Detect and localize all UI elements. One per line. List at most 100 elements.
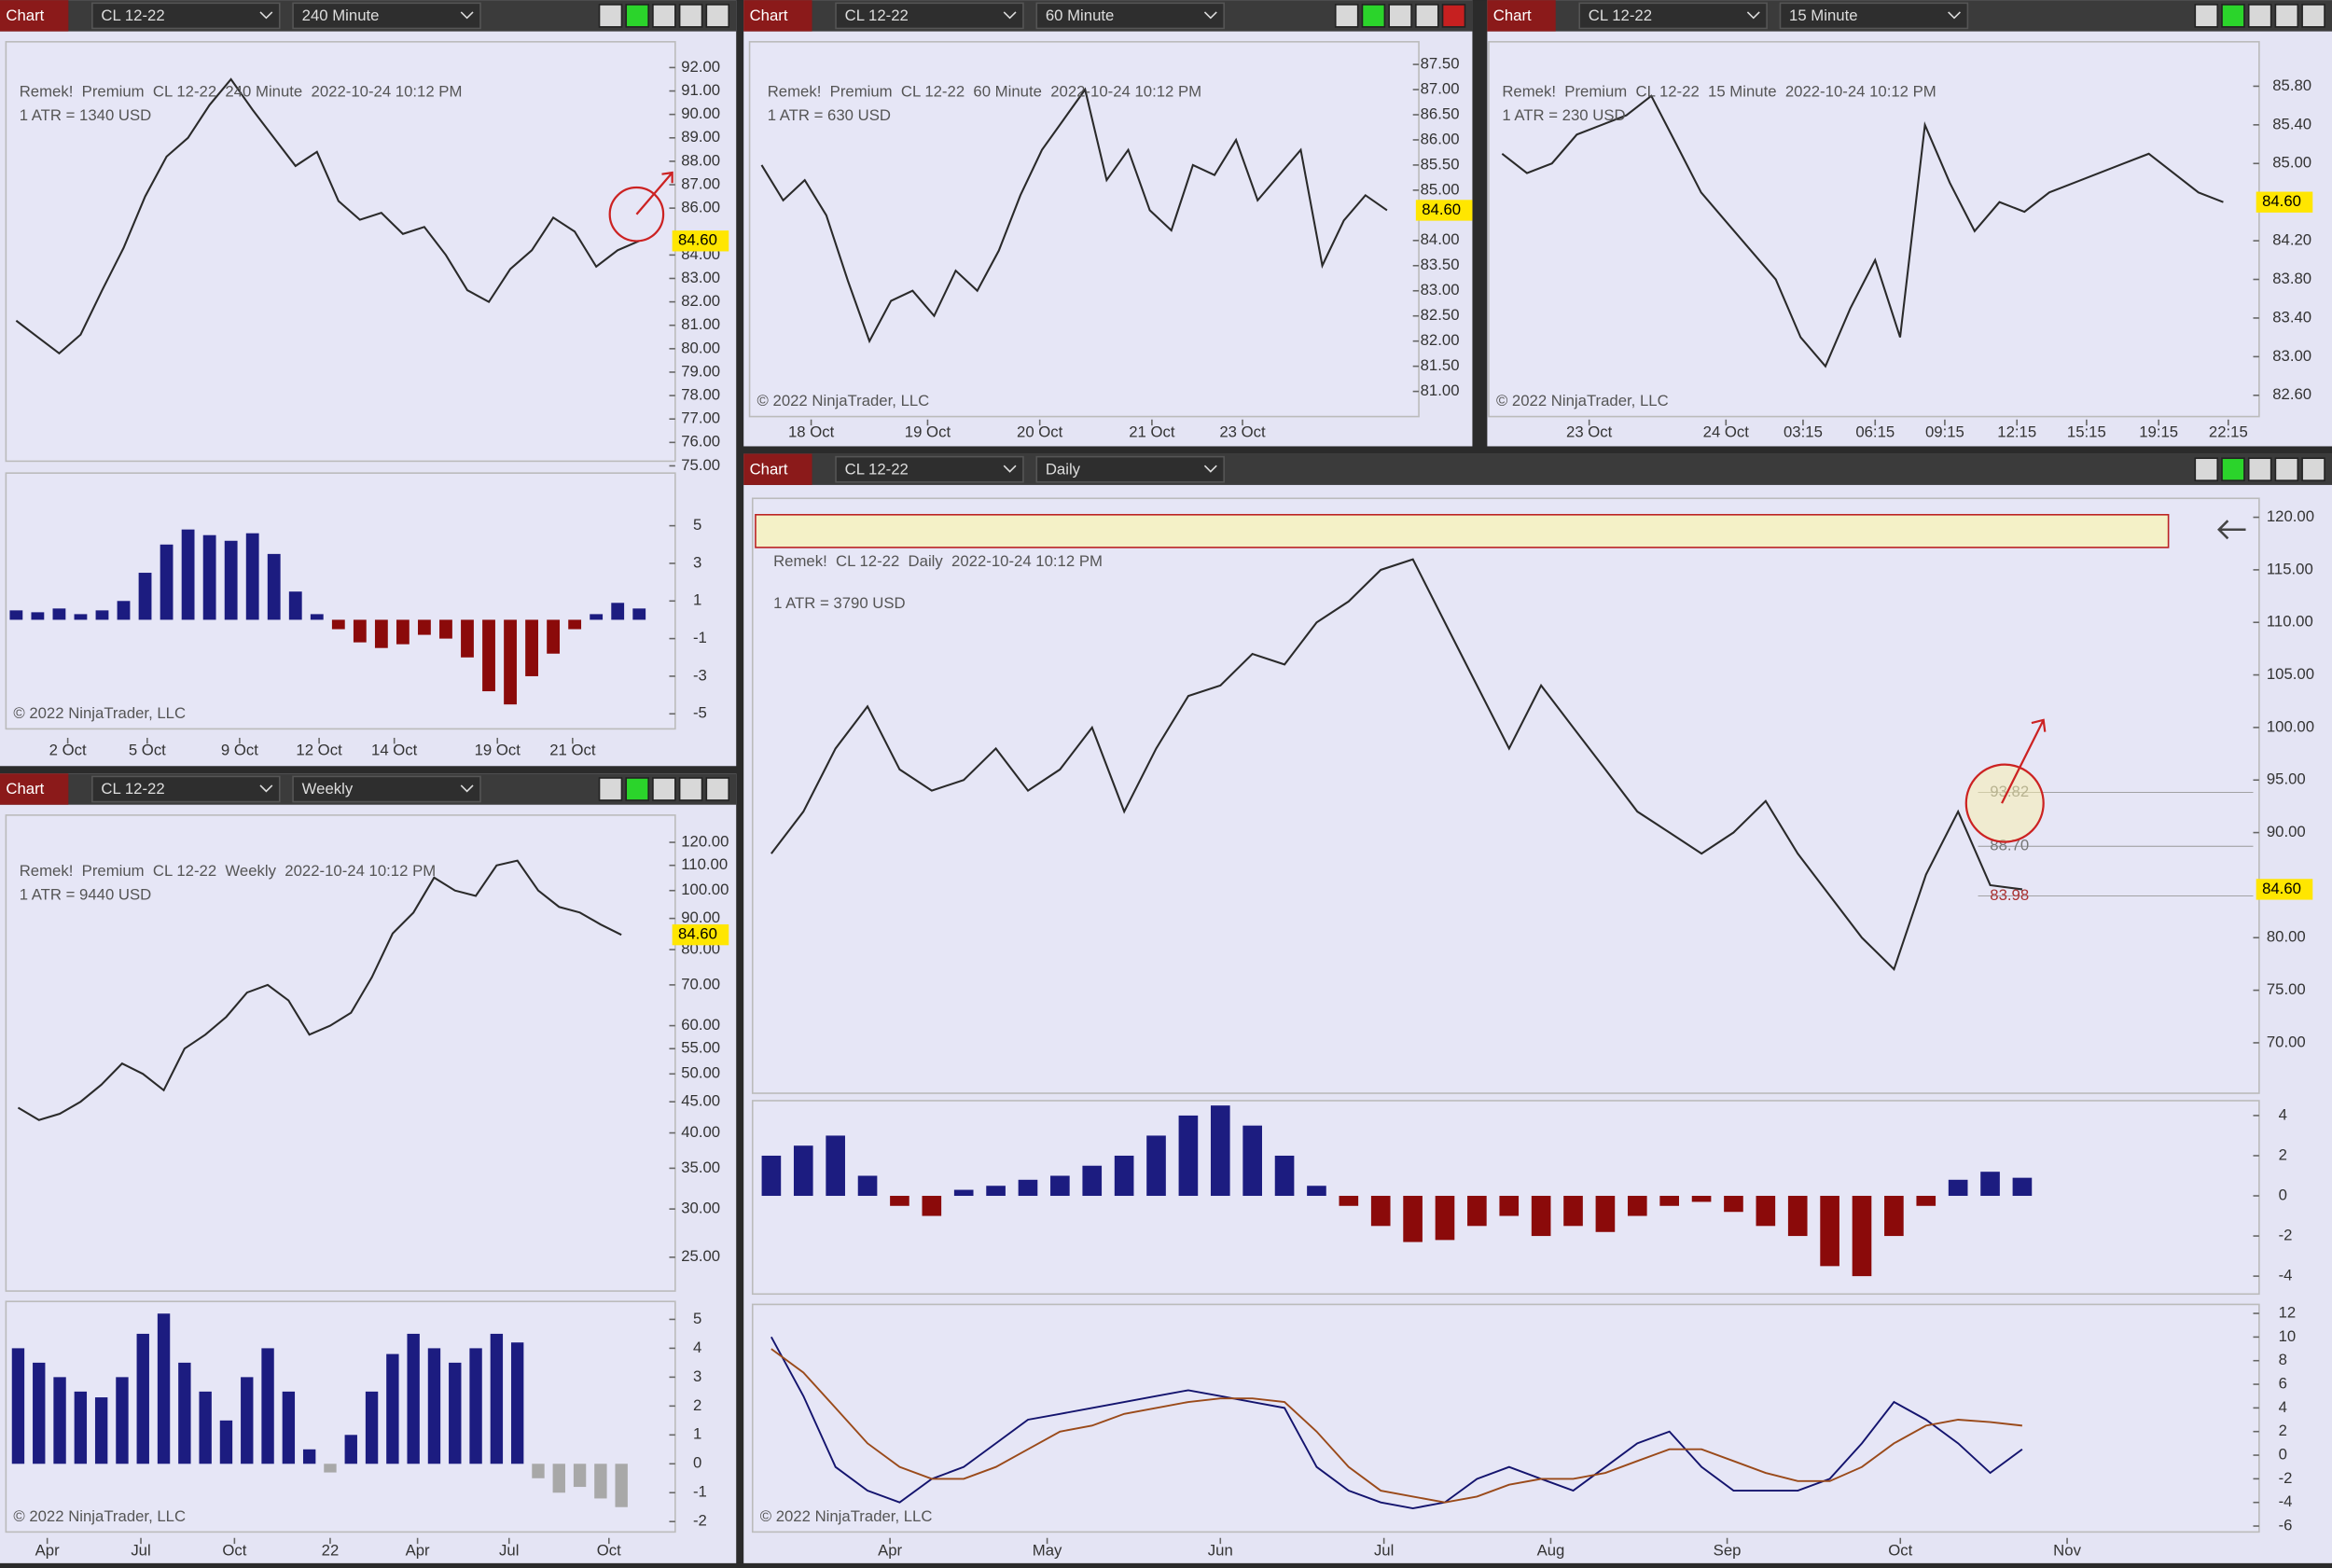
window-button[interactable] xyxy=(625,777,649,801)
histogram-bar xyxy=(1499,1196,1520,1216)
last-price-label: 84.60 xyxy=(2262,192,2301,210)
y-tick-label: 70.00 xyxy=(681,975,720,992)
histogram-bar xyxy=(1339,1196,1359,1206)
x-tick-label: 22 xyxy=(322,1542,340,1560)
window-button[interactable] xyxy=(2301,457,2325,481)
y-tick-label: 85.40 xyxy=(2272,115,2311,132)
window-button[interactable] xyxy=(2301,4,2325,28)
copyright: © 2022 NinjaTrader, LLC xyxy=(13,1507,186,1525)
y-tick-label: 70.00 xyxy=(2267,1033,2306,1050)
histogram-bar xyxy=(532,1464,545,1478)
window-button[interactable] xyxy=(2247,4,2272,28)
chart-tab[interactable] xyxy=(743,453,812,485)
y-tick-label: 2 xyxy=(2279,1422,2287,1439)
window-button[interactable] xyxy=(705,777,730,801)
histogram-bar xyxy=(504,619,517,705)
dropdown-arrow xyxy=(259,784,273,793)
window-button[interactable] xyxy=(705,4,730,28)
histogram-bar xyxy=(1820,1196,1839,1267)
chart-tab[interactable] xyxy=(0,0,69,32)
window-button[interactable] xyxy=(1441,4,1466,28)
y-tick-label: 87.00 xyxy=(681,174,720,192)
histogram-bar xyxy=(552,1464,565,1493)
interval-select[interactable] xyxy=(1035,455,1225,483)
instrument-select[interactable] xyxy=(91,775,281,803)
y-tick-label: 82.00 xyxy=(1421,331,1460,349)
window-button[interactable] xyxy=(2194,457,2219,481)
window-button[interactable] xyxy=(625,4,649,28)
window-button[interactable] xyxy=(652,777,676,801)
price-line xyxy=(17,859,622,1121)
window-button[interactable] xyxy=(2194,4,2219,28)
histogram-bar xyxy=(11,1348,25,1464)
chart-tab[interactable] xyxy=(1487,0,1556,32)
window-button[interactable] xyxy=(1334,4,1359,28)
histogram-bar xyxy=(365,1391,379,1464)
window-button[interactable] xyxy=(598,777,623,801)
histogram-bar xyxy=(1242,1125,1262,1197)
price-line xyxy=(15,77,640,355)
interval-select[interactable] xyxy=(1779,2,1969,30)
histogram-bar xyxy=(482,619,495,692)
window-button[interactable] xyxy=(598,4,623,28)
window-button[interactable] xyxy=(2221,4,2245,28)
histogram-bar xyxy=(241,1377,254,1464)
window-button[interactable] xyxy=(652,4,676,28)
interval-select[interactable] xyxy=(292,2,481,30)
instrument-select[interactable] xyxy=(835,455,1024,483)
annotation-arrow xyxy=(2001,718,2047,804)
window-button[interactable] xyxy=(1361,4,1386,28)
window-button[interactable] xyxy=(1388,4,1412,28)
dropdown-arrow xyxy=(1203,465,1217,473)
x-tick-label: May xyxy=(1033,1542,1062,1560)
chart-tab-label: Chart xyxy=(750,460,788,478)
window-button[interactable] xyxy=(2247,457,2272,481)
y-tick-label: 83.40 xyxy=(2272,308,2311,326)
annotation-circle xyxy=(608,186,665,243)
interval-select[interactable] xyxy=(292,775,481,803)
histogram-bar xyxy=(1916,1196,1936,1206)
chart-tab[interactable] xyxy=(743,0,812,32)
x-tick-label: Apr xyxy=(35,1542,60,1560)
histogram-bar xyxy=(573,1464,587,1488)
y-tick-label: 80.00 xyxy=(681,339,720,356)
chart-header: Remek! Premium CL 12-22 Weekly 2022-10-2… xyxy=(20,862,436,880)
window-button[interactable] xyxy=(678,4,703,28)
histogram-bar xyxy=(1980,1172,2000,1197)
histogram-bar xyxy=(594,1464,607,1499)
instrument-select[interactable] xyxy=(835,2,1024,30)
y-tick-label: 50.00 xyxy=(681,1064,720,1082)
last-price-marker xyxy=(2256,191,2313,213)
instrument-label: CL 12-22 xyxy=(845,460,909,478)
x-tick-label: Apr xyxy=(406,1542,430,1560)
window-button[interactable] xyxy=(678,777,703,801)
x-tick-label: 9 Oct xyxy=(221,742,258,759)
instrument-select[interactable] xyxy=(91,2,281,30)
window-button[interactable] xyxy=(2274,4,2299,28)
interval-select[interactable] xyxy=(1035,2,1225,30)
y-tick-label: 45.00 xyxy=(681,1092,720,1110)
y-tick-label: 2 xyxy=(693,1396,701,1414)
histogram-bar xyxy=(324,1464,337,1473)
window-button[interactable] xyxy=(2274,457,2299,481)
y-tick-label: 30.00 xyxy=(681,1200,720,1217)
price-line xyxy=(760,87,1388,344)
window-button[interactable] xyxy=(2221,457,2245,481)
y-tick-label: 85.80 xyxy=(2272,76,2311,94)
window-button[interactable] xyxy=(1415,4,1439,28)
y-tick-label: 84.20 xyxy=(2272,231,2311,249)
x-tick-label: 5 Oct xyxy=(129,742,166,759)
y-tick-label: 87.50 xyxy=(1421,54,1460,72)
dropdown-arrow xyxy=(1948,11,1961,20)
histogram-bar xyxy=(890,1196,909,1206)
x-tick-label: Nov xyxy=(2053,1542,2081,1560)
y-tick-label: 0 xyxy=(693,1454,701,1472)
histogram-bar xyxy=(1852,1196,1872,1277)
back-arrow[interactable] xyxy=(2217,520,2246,540)
histogram-bar xyxy=(1659,1196,1679,1206)
chart-tab[interactable] xyxy=(0,773,69,805)
price-panel xyxy=(1488,40,2260,418)
histogram-bar xyxy=(761,1155,782,1197)
instrument-select[interactable] xyxy=(1578,2,1768,30)
histogram-bar xyxy=(1403,1196,1423,1242)
